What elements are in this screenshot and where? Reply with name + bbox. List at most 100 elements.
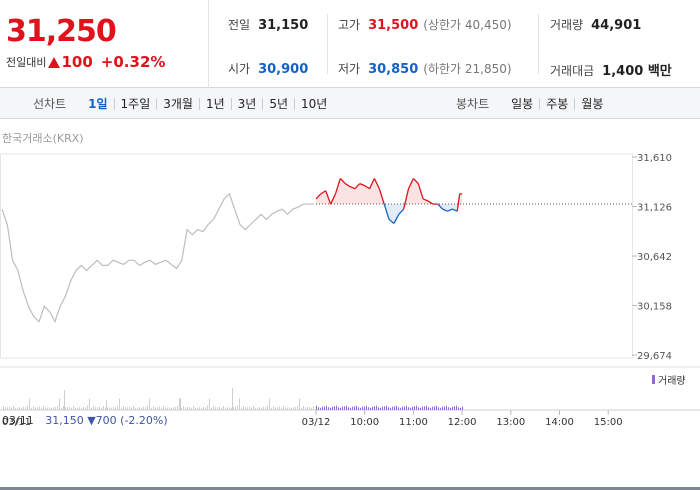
prev-volume-bar [307, 407, 308, 410]
period-monthly[interactable]: 월봉 [574, 97, 609, 110]
prev-volume-bar [65, 407, 66, 410]
prev-volume-bar [157, 407, 158, 410]
today-series-segment [325, 190, 332, 205]
today-volume-bar [338, 407, 339, 410]
prev-volume-bar [19, 407, 20, 410]
y-tick-label: 31,126 [637, 203, 672, 214]
today-volume-bar [370, 407, 371, 410]
prev-volume-bar [163, 405, 164, 410]
today-series-segment [398, 208, 405, 215]
prev-volume-bar [13, 405, 14, 410]
period-5y[interactable]: 5년 [262, 97, 294, 110]
prev-volume-bar [273, 406, 274, 410]
period-daily[interactable]: 일봉 [511, 96, 534, 111]
prev-volume-bar [221, 407, 222, 410]
today-volume-bar [334, 406, 335, 410]
today-volume-bar [326, 405, 327, 410]
today-volume-bar [380, 407, 381, 410]
y-tick-label: 31,610 [637, 153, 672, 164]
prev-volume-bar [73, 405, 74, 410]
prev-volume-bar [211, 407, 212, 410]
today-series-segment [330, 193, 337, 205]
today-volume-bar [410, 407, 411, 410]
today-series-segment [378, 188, 385, 205]
today-volume-bar [346, 405, 347, 410]
period-1y[interactable]: 1년 [198, 97, 231, 110]
prev-volume-bar [25, 407, 26, 410]
period-10y[interactable]: 10년 [294, 97, 333, 110]
prev-volume-bar [89, 398, 90, 410]
today-volume-bar [364, 406, 365, 410]
prev-volume-bar [57, 405, 58, 410]
prev-volume-bar [93, 406, 94, 410]
prev-volume-bar [81, 407, 82, 410]
x-tick-label: 03/12 [302, 417, 331, 428]
today-volume-bar [436, 405, 437, 410]
prev-volume-bar [17, 407, 18, 410]
divider [538, 14, 539, 74]
today-series-segment [368, 178, 376, 189]
period-1d[interactable]: 1일 [88, 96, 108, 111]
prev-volume-bar [107, 407, 108, 410]
today-volume-bar [388, 407, 389, 410]
prev-volume-bar [255, 407, 256, 410]
prev-volume-bar [185, 407, 186, 410]
prev-volume-bar [113, 406, 114, 410]
prev-volume-bar [235, 407, 236, 410]
today-volume-bar [462, 406, 463, 410]
today-volume-bar [452, 406, 453, 410]
period-1w[interactable]: 1주일 [113, 97, 157, 110]
today-series-segment [315, 193, 322, 200]
prev-volume-bar [229, 407, 230, 410]
prev-volume-bar [105, 407, 106, 410]
prev-volume-bar [279, 406, 280, 410]
today-volume-bar [322, 406, 323, 410]
prev-volume-bar [109, 407, 110, 410]
today-volume-bar [320, 407, 321, 410]
prev-volume-bar [181, 407, 182, 410]
today-series-segment [447, 208, 453, 212]
prev-volume-bar [3, 406, 4, 410]
period-weekly[interactable]: 주봉 [539, 97, 574, 110]
period-3y[interactable]: 3년 [230, 97, 263, 110]
today-volume-bar [448, 407, 449, 410]
prev-volume-bar [115, 407, 116, 410]
prev-volume-bar [232, 388, 233, 410]
today-volume-bar [366, 405, 367, 410]
chart-svg[interactable]: 31,610 31,126 30,642 30,158 29,674 03/12 10:00… [0, 145, 700, 430]
stat-prev-close: 전일 31,150 [228, 16, 308, 33]
prev-volume-bar [237, 405, 238, 410]
today-series-segment [412, 178, 419, 185]
stat-value: 44,901 [591, 18, 642, 33]
prev-volume-bar [269, 398, 270, 410]
today-series-segment [422, 198, 429, 202]
prev-volume-bar [241, 407, 242, 410]
prev-volume-bar [135, 407, 136, 410]
price-summary: 31,250 전일대비 100 +0.32% [0, 0, 209, 88]
prev-volume-bar [67, 407, 68, 410]
today-series-segment [354, 183, 361, 190]
x-tick-label: 15:00 [594, 417, 623, 428]
up-arrow-icon [48, 56, 61, 68]
prev-volume-bar [37, 407, 38, 410]
prev-volume-bar [45, 407, 46, 410]
today-volume-bar [442, 406, 443, 410]
stat-label: 고가 [338, 18, 361, 32]
prev-volume-bar [305, 407, 306, 410]
stat-amount: 거래대금 1,400 백만 [550, 60, 672, 79]
prev-volume-bar [195, 407, 196, 410]
stat-value: 31,150 [258, 18, 309, 33]
today-volume-bar [456, 405, 457, 410]
today-volume-bar [428, 407, 429, 410]
prev-volume-bar [289, 407, 290, 410]
prev-volume-bar [180, 398, 181, 410]
prev-volume-bar [79, 407, 80, 410]
today-series-segment [403, 188, 410, 210]
stat-value: 1,400 백만 [602, 64, 672, 79]
today-volume-bar [398, 407, 399, 410]
price-chart[interactable]: 31,610 31,126 30,642 30,158 29,674 03/12 10:00… [0, 145, 700, 430]
period-3m[interactable]: 3개월 [156, 97, 199, 110]
prev-volume-bar [99, 406, 100, 410]
prev-volume-bar [61, 407, 62, 410]
prev-volume-bar [253, 405, 254, 410]
